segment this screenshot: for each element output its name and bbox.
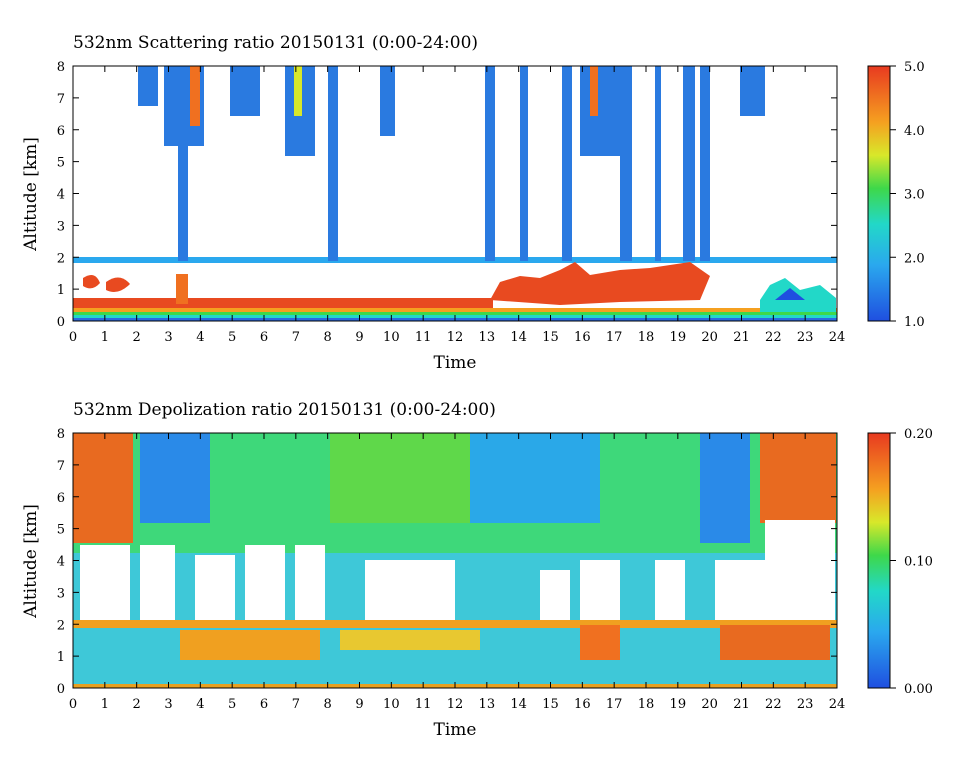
y-tick-label: 7 (57, 459, 65, 474)
x-tick-label: 21 (733, 330, 750, 345)
x-tick-label: 18 (638, 697, 655, 712)
scattering-xlabel: Time (434, 353, 477, 373)
x-tick-label: 5 (228, 697, 236, 712)
scattering-colorbar-ticks: 1.0 2.0 3.0 4.0 5.0 (890, 60, 925, 330)
colorbar-tick-label: 4.0 (904, 124, 925, 139)
x-tick-label: 24 (829, 697, 846, 712)
x-tick-label: 17 (606, 697, 623, 712)
x-tick-label: 10 (383, 697, 400, 712)
x-tick-label: 12 (447, 330, 464, 345)
colorbar-tick-label: 5.0 (904, 60, 925, 75)
x-tick-label: 19 (670, 697, 687, 712)
x-tick-label: 3 (164, 697, 172, 712)
x-tick-label: 16 (574, 697, 591, 712)
scattering-title: 532nm Scattering ratio 20150131 (0:00-24… (73, 33, 478, 53)
x-tick-label: 7 (292, 330, 300, 345)
x-tick-label: 24 (829, 330, 846, 345)
depolarization-colorbar (867, 432, 891, 689)
x-tick-label: 9 (355, 330, 363, 345)
x-tick-label: 6 (260, 330, 268, 345)
colorbar-tick-label: 0.10 (904, 555, 933, 570)
x-tick-label: 11 (415, 697, 432, 712)
x-tick-label: 11 (415, 330, 432, 345)
y-tick-label: 8 (57, 427, 65, 442)
x-tick-label: 1 (101, 330, 109, 345)
y-tick-label: 6 (57, 124, 65, 139)
x-tick-label: 7 (292, 697, 300, 712)
colorbar-tick-label: 1.0 (904, 315, 925, 330)
y-tick-label: 1 (57, 650, 65, 665)
y-tick-label: 4 (57, 188, 65, 203)
colorbar-tick-label: 3.0 (904, 188, 925, 203)
x-tick-label: 8 (324, 330, 332, 345)
y-tick-label: 4 (57, 555, 65, 570)
y-tick-label: 7 (57, 92, 65, 107)
x-tick-label: 10 (383, 330, 400, 345)
x-tick-label: 3 (164, 330, 172, 345)
x-tick-label: 22 (765, 697, 782, 712)
x-tick-label: 2 (133, 330, 141, 345)
x-tick-label: 20 (701, 697, 718, 712)
colorbar-tick-label: 0.00 (904, 682, 933, 697)
x-tick-label: 8 (324, 697, 332, 712)
y-tick-label: 0 (57, 682, 65, 697)
depolarization-ylabel: Altitude [km] (21, 504, 41, 619)
y-tick-label: 1 (57, 283, 65, 298)
depolarization-xlabel: Time (434, 720, 477, 740)
depolarization-pbl-band (73, 620, 837, 628)
depolarization-panel: 532nm Depolization ratio 20150131 (0:00-… (21, 400, 933, 740)
scattering-ylabel: Altitude [km] (21, 137, 41, 252)
x-tick-label: 6 (260, 697, 268, 712)
y-tick-label: 0 (57, 315, 65, 330)
y-tick-label: 5 (57, 156, 65, 171)
scattering-axes: 0 1 2 3 4 5 6 7 8 9 10 11 12 13 14 15 16 17 18 19 20 21 22 23 24… (57, 60, 846, 345)
x-tick-label: 21 (733, 697, 750, 712)
x-tick-label: 0 (69, 697, 77, 712)
colorbar-tick-label: 0.20 (904, 427, 933, 442)
x-tick-label: 19 (670, 330, 687, 345)
y-tick-label: 3 (57, 219, 65, 234)
colorbar-tick-label: 2.0 (904, 251, 925, 266)
x-tick-label: 15 (542, 697, 559, 712)
x-tick-label: 16 (574, 330, 591, 345)
scattering-layer-band (73, 257, 837, 263)
depolarization-axes: 0 1 2 3 4 5 6 7 8 9 10 11 12 13 14 15 16 17 18 19 20 21 22 23 24… (57, 427, 846, 712)
depolarization-colorbar-ticks: 0.00 0.10 0.20 (890, 427, 933, 697)
scattering-panel: 532nm Scattering ratio 20150131 (0:00-24… (21, 33, 925, 373)
depolarization-heatmap (73, 433, 837, 688)
scattering-colorbar (867, 65, 891, 322)
x-tick-label: 17 (606, 330, 623, 345)
x-tick-label: 13 (479, 330, 496, 345)
x-tick-label: 13 (479, 697, 496, 712)
x-tick-label: 1 (101, 697, 109, 712)
x-tick-label: 0 (69, 330, 77, 345)
x-tick-label: 20 (701, 330, 718, 345)
x-tick-label: 22 (765, 330, 782, 345)
x-tick-label: 5 (228, 330, 236, 345)
x-tick-label: 14 (510, 330, 527, 345)
scattering-heatmap (73, 66, 837, 321)
depolarization-title: 532nm Depolization ratio 20150131 (0:00-… (73, 400, 496, 420)
x-tick-label: 14 (510, 697, 527, 712)
y-tick-label: 2 (57, 618, 65, 633)
x-tick-label: 4 (196, 697, 204, 712)
y-tick-label: 2 (57, 251, 65, 266)
x-tick-label: 2 (133, 697, 141, 712)
x-tick-label: 15 (542, 330, 559, 345)
y-tick-label: 8 (57, 60, 65, 75)
y-tick-label: 5 (57, 523, 65, 538)
x-tick-label: 23 (797, 697, 814, 712)
x-tick-label: 12 (447, 697, 464, 712)
x-tick-label: 18 (638, 330, 655, 345)
x-tick-label: 9 (355, 697, 363, 712)
x-tick-label: 4 (196, 330, 204, 345)
x-tick-label: 23 (797, 330, 814, 345)
y-tick-label: 6 (57, 491, 65, 506)
y-tick-label: 3 (57, 586, 65, 601)
